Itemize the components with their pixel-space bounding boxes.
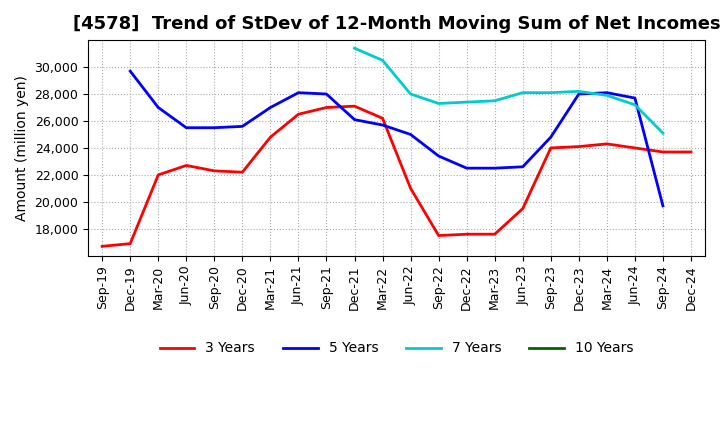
7 Years — [406, 92, 415, 97]
7 Years — [350, 46, 359, 51]
3 Years — [154, 172, 163, 177]
5 Years — [294, 90, 303, 95]
7 Years — [659, 131, 667, 136]
Line: 3 Years: 3 Years — [102, 106, 691, 246]
Title: [4578]  Trend of StDev of 12-Month Moving Sum of Net Incomes: [4578] Trend of StDev of 12-Month Moving… — [73, 15, 720, 33]
7 Years — [518, 90, 527, 95]
Line: 7 Years: 7 Years — [354, 48, 663, 133]
3 Years — [406, 186, 415, 191]
Legend: 3 Years, 5 Years, 7 Years, 10 Years: 3 Years, 5 Years, 7 Years, 10 Years — [154, 336, 639, 361]
7 Years — [631, 102, 639, 107]
3 Years — [98, 244, 107, 249]
5 Years — [126, 69, 135, 74]
5 Years — [603, 90, 611, 95]
3 Years — [490, 231, 499, 237]
3 Years — [687, 149, 696, 154]
5 Years — [546, 135, 555, 140]
3 Years — [350, 103, 359, 109]
3 Years — [378, 116, 387, 121]
5 Years — [518, 164, 527, 169]
3 Years — [294, 112, 303, 117]
5 Years — [490, 165, 499, 171]
3 Years — [126, 241, 135, 246]
5 Years — [434, 154, 443, 159]
5 Years — [659, 203, 667, 209]
5 Years — [182, 125, 191, 130]
7 Years — [546, 90, 555, 95]
5 Years — [462, 165, 471, 171]
3 Years — [182, 163, 191, 168]
3 Years — [518, 206, 527, 211]
7 Years — [434, 101, 443, 106]
5 Years — [266, 105, 275, 110]
3 Years — [238, 169, 247, 175]
5 Years — [238, 124, 247, 129]
3 Years — [631, 145, 639, 150]
7 Years — [462, 99, 471, 105]
5 Years — [378, 122, 387, 128]
5 Years — [631, 95, 639, 101]
3 Years — [322, 105, 330, 110]
5 Years — [322, 92, 330, 97]
3 Years — [659, 149, 667, 154]
3 Years — [210, 168, 219, 173]
5 Years — [406, 132, 415, 137]
7 Years — [378, 58, 387, 63]
3 Years — [434, 233, 443, 238]
7 Years — [575, 89, 583, 94]
7 Years — [603, 93, 611, 98]
5 Years — [350, 117, 359, 122]
Y-axis label: Amount (million yen): Amount (million yen) — [15, 75, 29, 221]
3 Years — [575, 144, 583, 149]
3 Years — [546, 145, 555, 150]
5 Years — [575, 92, 583, 97]
Line: 5 Years: 5 Years — [130, 71, 663, 206]
3 Years — [266, 135, 275, 140]
5 Years — [210, 125, 219, 130]
5 Years — [154, 105, 163, 110]
7 Years — [490, 98, 499, 103]
3 Years — [603, 141, 611, 147]
3 Years — [462, 231, 471, 237]
